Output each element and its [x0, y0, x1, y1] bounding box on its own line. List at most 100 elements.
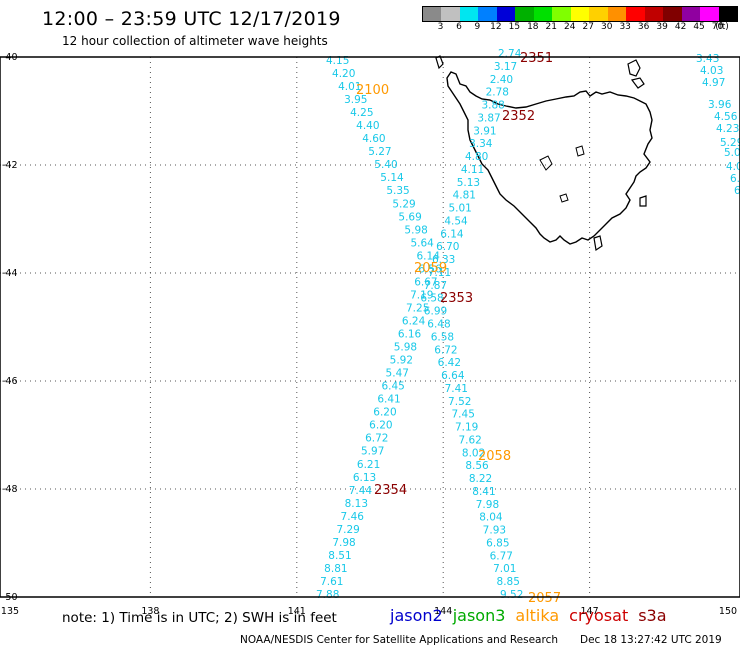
colorbar-label: 36 [637, 22, 650, 32]
wave-height-value: 6.20 [373, 407, 396, 419]
wave-height-value: 7.41 [445, 383, 468, 395]
colorbar-label: 18 [527, 22, 539, 32]
colorbar-labels: 3 6 9 12 15 18 21 24 27 30 33 36 39 42 45 70 (ft) [0, 22, 740, 34]
satellite-legend: jason2 jason3 altika cryosat s3a [390, 606, 677, 625]
colorbar-label: 33 [619, 22, 631, 32]
maria-island [639, 195, 647, 207]
wave-height-value: 5.35 [386, 185, 409, 197]
wave-height-value: 8.85 [497, 576, 520, 588]
legend-item-jason3: jason3 [452, 606, 506, 625]
bruny-island [593, 235, 603, 252]
wave-height-value: 7.93 [483, 525, 506, 537]
colorbar-label: 42 [674, 22, 687, 32]
wave-height-value: 4.15 [326, 55, 349, 67]
wave-height-value: 5.27 [368, 146, 391, 158]
wave-height-value: 8.04 [479, 512, 503, 524]
lat-tick-label: -48 [2, 484, 18, 495]
wave-height-value: 6.70 [436, 241, 459, 253]
lon-tick-label: 150 [719, 606, 737, 617]
wave-height-value: 7.62 [458, 434, 481, 446]
colorbar-swatch [681, 7, 701, 21]
track-time-labels: 2351 2352 2100 2059 2353 2058 2354 2057 [356, 51, 561, 606]
lon-tick-label: 144 [434, 606, 452, 617]
wave-height-value: 2.40 [490, 74, 513, 86]
colorbar-swatch [718, 7, 737, 21]
wave-height-value: 7.87 [424, 280, 447, 292]
wave-height-value: 5.97 [361, 446, 384, 458]
colorbar-swatch [441, 7, 460, 21]
lon-tick-label: 135 [1, 606, 19, 617]
colorbar-swatch [552, 7, 571, 21]
wave-height-value: 7.45 [452, 409, 475, 421]
wave-height-value: 3.87 [477, 112, 500, 124]
lon-tick-label: 147 [581, 606, 599, 617]
wave-height-value: 7.98 [476, 499, 499, 511]
wave-height-value: 6.14 [417, 250, 441, 262]
wave-height-value: 6.41 [377, 394, 400, 406]
colorbar-label: 39 [656, 22, 668, 32]
legend-item-s3a: s3a [638, 606, 667, 625]
colorbar-label: 12 [490, 22, 502, 32]
colorbar-swatch [515, 7, 534, 21]
colorbar-unit: (ft) [715, 22, 729, 32]
wave-height-value: 7.01 [493, 563, 516, 575]
wave-height-value: 6.45 [381, 381, 404, 393]
colorbar-swatch [478, 7, 497, 21]
lake-1 [539, 155, 553, 171]
east-edge-track: 3.434.034.97 3.964.564.23 5.295.0 4.06.6 [696, 53, 740, 197]
wave-height-value: 6.58 [431, 331, 454, 343]
wave-height-value: 7.29 [336, 524, 359, 536]
colorbar-swatch [626, 7, 645, 21]
colorbar-swatch [570, 7, 590, 21]
colorbar-swatch [533, 7, 553, 21]
wave-height-value: 7.11 [428, 267, 451, 279]
colorbar-swatch [423, 7, 442, 21]
wave-height-value: 5.13 [457, 177, 480, 189]
colorbar-label: 24 [564, 22, 576, 32]
legend-item-cryosat: cryosat [569, 606, 629, 625]
time-label: 2352 [502, 109, 535, 124]
wave-height-value: 6.99 [424, 306, 447, 318]
east-track-value: 3.96 [708, 99, 732, 111]
wave-height-value: 6.77 [490, 550, 513, 562]
wave-height-value: 3.17 [494, 61, 517, 73]
legend-item-jason2: jason2 [390, 606, 443, 625]
east-track-value: 4.23 [716, 123, 739, 135]
time-label: 2353 [440, 291, 473, 306]
cape-barren-island [630, 77, 645, 89]
wave-height-value: 6.58 [420, 293, 443, 305]
legend-item-altika: altika [515, 606, 560, 625]
wave-height-value: 6.24 [402, 315, 426, 327]
east-track-value: 4.97 [702, 77, 725, 89]
wave-height-value: 5.64 [410, 237, 434, 249]
east-track-value: 4.03 [700, 65, 723, 77]
king-island [435, 55, 444, 70]
wave-height-value: 8.81 [324, 563, 347, 575]
colorbar-label: 21 [545, 22, 558, 32]
wave-height-value: 5.69 [398, 211, 421, 223]
colorbar-swatch [496, 7, 516, 21]
wave-height-value: 6.33 [432, 254, 455, 266]
wave-height-value: 6.85 [486, 537, 509, 549]
wave-height-value: 7.61 [320, 576, 343, 588]
time-label: 2057 [528, 591, 561, 606]
wave-height-value: 7.19 [455, 422, 478, 434]
east-track-value: 6 [734, 185, 740, 197]
time-label: 2100 [356, 83, 389, 98]
wave-height-colorbar [422, 6, 738, 22]
wave-height-value: 5.98 [394, 342, 417, 354]
wave-height-value: 8.02 [462, 447, 485, 459]
wave-height-value: 5.47 [386, 368, 409, 380]
flinders-island [627, 59, 641, 77]
wave-height-value: 7.19 [410, 289, 433, 301]
east-track-value: 6. [730, 173, 740, 185]
wave-height-value: 6.13 [353, 472, 376, 484]
wave-height-value: 5.98 [404, 224, 427, 236]
note-text: note: 1) Time is in UTC; 2) SWH is in fe… [62, 610, 337, 626]
colorbar-swatch [459, 7, 479, 21]
wave-height-value: 7.25 [406, 302, 429, 314]
wave-height-value: 6.67 [414, 276, 437, 288]
time-label: 2354 [374, 483, 407, 498]
wave-height-value: 5.92 [390, 355, 413, 367]
